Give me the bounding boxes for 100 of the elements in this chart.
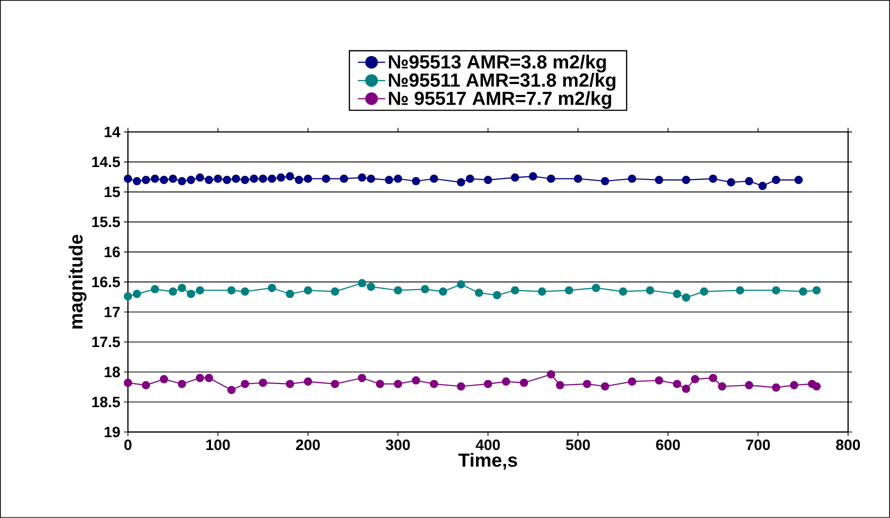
y-tick-label: 17	[104, 306, 120, 318]
point	[600, 177, 610, 186]
x-axis-title: Time,s	[458, 453, 518, 470]
point	[186, 290, 196, 298]
point	[322, 174, 330, 183]
point	[772, 176, 780, 184]
point	[214, 174, 222, 183]
point	[528, 172, 538, 181]
point	[384, 176, 394, 184]
point	[564, 286, 574, 295]
point	[286, 290, 294, 298]
point	[196, 173, 204, 182]
y-tick-label: 16	[104, 246, 120, 258]
point	[330, 380, 340, 388]
x-tick-label: 100	[206, 440, 230, 450]
point	[358, 173, 366, 182]
point	[168, 287, 178, 296]
point	[394, 174, 402, 183]
point	[672, 290, 682, 298]
point	[178, 177, 186, 186]
x-tick-label: 600	[656, 440, 680, 450]
point	[520, 378, 528, 387]
point	[268, 174, 276, 183]
point	[456, 178, 466, 187]
point	[726, 178, 736, 187]
point	[160, 176, 168, 184]
point	[654, 176, 664, 184]
point	[744, 381, 754, 390]
point	[492, 291, 502, 300]
point	[142, 176, 150, 184]
point	[160, 375, 168, 384]
point	[394, 380, 402, 388]
point	[304, 174, 312, 183]
point	[502, 377, 510, 386]
point	[227, 286, 236, 295]
point	[250, 174, 258, 183]
point	[812, 382, 821, 391]
y-tick-label: 17.5	[92, 336, 120, 348]
legend-label: № 95517 AMR=7.7 m2/kg	[388, 91, 612, 109]
x-tick-label: 400	[476, 440, 500, 450]
point	[258, 378, 268, 387]
point	[556, 381, 564, 390]
point	[510, 173, 520, 182]
x-tick-label: 500	[566, 440, 590, 450]
y-tick-label: 15	[104, 186, 120, 198]
point	[466, 174, 474, 183]
point	[574, 174, 582, 183]
point	[582, 380, 592, 388]
point	[484, 176, 492, 184]
point	[484, 380, 492, 388]
point	[340, 174, 348, 183]
point	[268, 284, 276, 292]
point	[258, 174, 268, 183]
point	[736, 286, 744, 295]
point	[412, 376, 420, 385]
point	[150, 174, 160, 183]
point	[758, 182, 767, 190]
point	[718, 382, 726, 391]
point	[772, 286, 780, 295]
point	[646, 286, 654, 295]
point	[240, 176, 250, 184]
point	[142, 381, 150, 390]
point	[654, 376, 664, 385]
point	[124, 292, 132, 301]
point	[358, 374, 366, 382]
point	[474, 288, 484, 297]
x-tick-label: 0	[124, 440, 132, 450]
point	[708, 174, 718, 183]
point	[538, 287, 546, 296]
y-tick-label: 19	[104, 426, 120, 438]
point	[682, 384, 690, 393]
point	[682, 293, 690, 302]
point	[420, 285, 430, 294]
point	[358, 279, 366, 288]
y-tick-label: 15.5	[92, 216, 120, 228]
point	[772, 383, 780, 392]
point	[204, 374, 214, 382]
point	[600, 382, 610, 391]
point	[438, 287, 448, 296]
point	[690, 375, 700, 384]
legend-label: №95513 AMR=3.8 m2/kg	[388, 54, 606, 72]
point	[430, 174, 438, 183]
point	[276, 173, 286, 182]
point	[227, 386, 236, 394]
point	[430, 380, 438, 388]
x-tick-label: 300	[386, 440, 410, 450]
point	[798, 287, 808, 296]
point	[132, 177, 142, 186]
point	[304, 377, 312, 386]
point	[628, 174, 636, 183]
point	[700, 287, 708, 296]
point	[178, 380, 186, 388]
y-tick-label: 14.5	[92, 156, 120, 168]
y-tick-label: 18.5	[92, 396, 120, 408]
point	[456, 280, 466, 289]
point	[592, 284, 600, 292]
point	[196, 374, 204, 382]
point	[708, 374, 718, 382]
point	[456, 382, 466, 391]
point	[546, 174, 556, 183]
